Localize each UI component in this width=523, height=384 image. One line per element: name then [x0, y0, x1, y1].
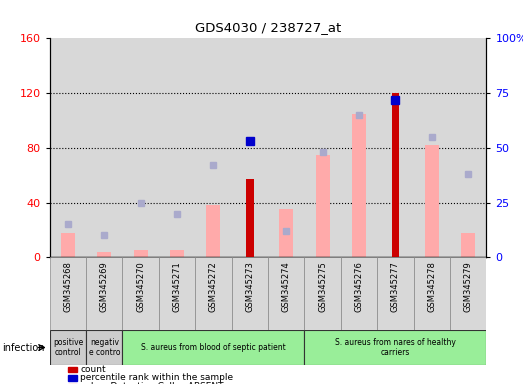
Text: GSM345272: GSM345272	[209, 261, 218, 312]
Bar	[450, 257, 486, 330]
Text: GSM345270: GSM345270	[136, 261, 145, 312]
Text: GSM345269: GSM345269	[100, 261, 109, 312]
Bar	[341, 38, 377, 257]
Text: GSM345279: GSM345279	[464, 261, 473, 312]
Bar	[50, 38, 86, 257]
Bar	[122, 257, 159, 330]
Text: GSM345274: GSM345274	[282, 261, 291, 312]
Bar	[304, 257, 341, 330]
Bar	[86, 38, 122, 257]
Bar	[461, 233, 475, 257]
Text: S. aureus from nares of healthy
carriers: S. aureus from nares of healthy carriers	[335, 338, 456, 357]
Text: GSM345276: GSM345276	[355, 261, 363, 312]
Text: value, Detection Call = ABSENT: value, Detection Call = ABSENT	[80, 382, 223, 384]
Bar	[425, 145, 439, 257]
Bar	[50, 330, 86, 365]
Bar	[122, 330, 304, 365]
Bar	[195, 257, 232, 330]
Bar	[315, 155, 329, 257]
Bar	[195, 38, 232, 257]
Text: GSM345277: GSM345277	[391, 261, 400, 312]
Bar	[246, 179, 254, 257]
Text: GSM345271: GSM345271	[173, 261, 181, 312]
Bar	[122, 38, 159, 257]
Bar	[279, 209, 293, 257]
Bar	[159, 38, 195, 257]
Bar	[268, 257, 304, 330]
Bar	[377, 257, 414, 330]
Text: GSM345268: GSM345268	[63, 261, 72, 312]
Bar	[232, 38, 268, 257]
Bar	[352, 114, 366, 257]
Text: positive
control: positive control	[53, 338, 83, 357]
Text: GSM345278: GSM345278	[427, 261, 436, 312]
Text: negativ
e contro: negativ e contro	[88, 338, 120, 357]
Text: count: count	[80, 365, 106, 374]
Bar	[268, 38, 304, 257]
Bar	[86, 330, 122, 365]
Bar	[414, 38, 450, 257]
Text: percentile rank within the sample: percentile rank within the sample	[80, 373, 233, 382]
Bar	[170, 250, 184, 257]
Bar	[134, 250, 147, 257]
Bar	[86, 257, 122, 330]
Text: GSM345273: GSM345273	[245, 261, 254, 312]
Bar	[341, 257, 377, 330]
Text: S. aureus from blood of septic patient: S. aureus from blood of septic patient	[141, 343, 286, 352]
Bar	[377, 38, 414, 257]
Bar	[304, 330, 486, 365]
Title: GDS4030 / 238727_at: GDS4030 / 238727_at	[195, 22, 341, 35]
Bar	[61, 233, 75, 257]
Bar	[414, 257, 450, 330]
Text: GSM345275: GSM345275	[318, 261, 327, 312]
Bar	[207, 205, 221, 257]
Bar	[450, 38, 486, 257]
Bar	[232, 257, 268, 330]
Bar	[50, 257, 86, 330]
Bar	[392, 93, 399, 257]
Text: infection: infection	[3, 343, 45, 353]
Bar	[159, 257, 195, 330]
Bar	[97, 252, 111, 257]
Bar	[304, 38, 341, 257]
